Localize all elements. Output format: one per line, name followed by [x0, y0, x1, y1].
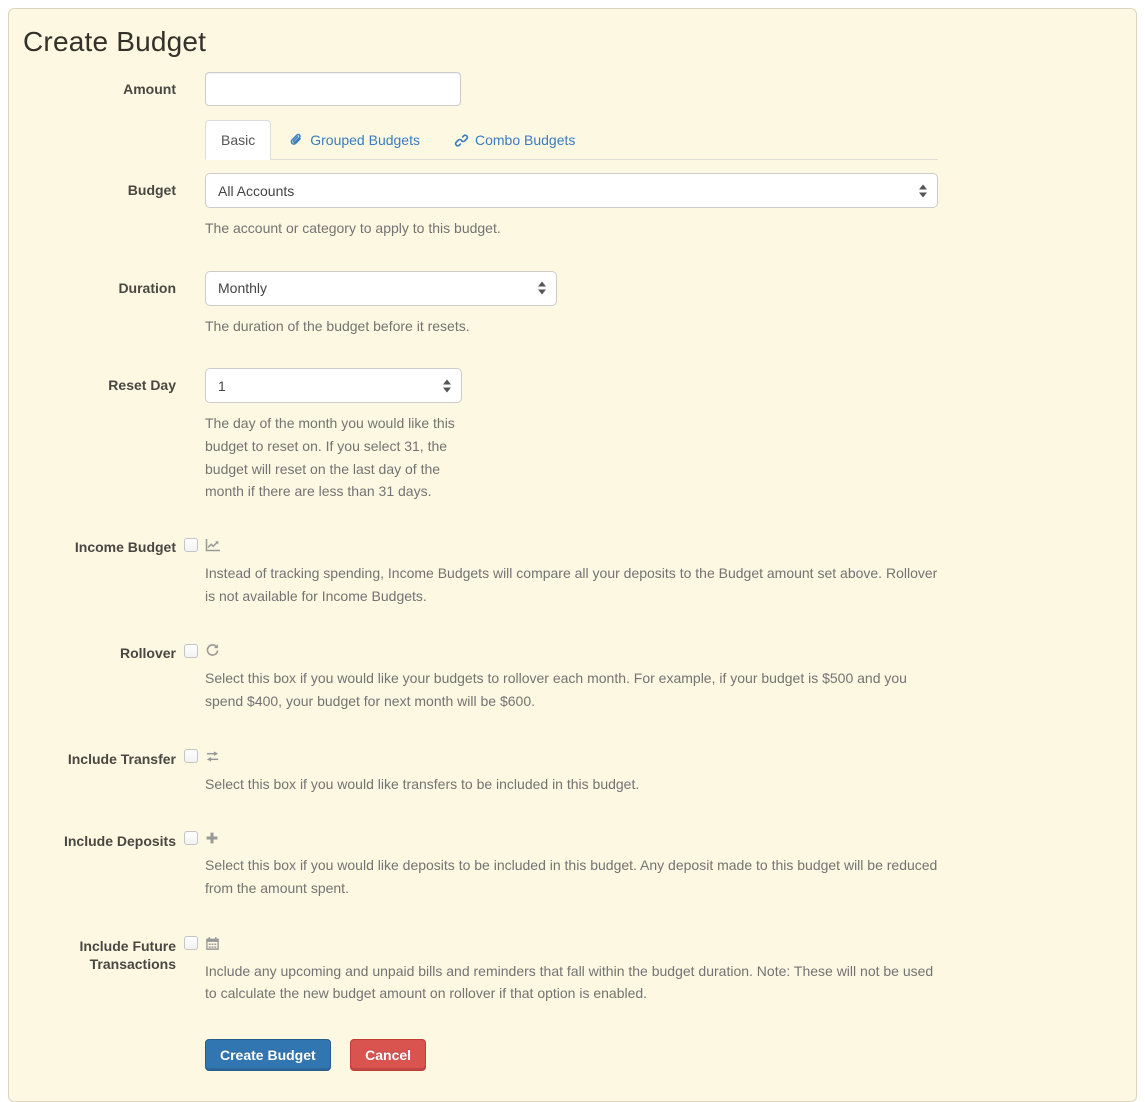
include-future-transactions-help-text: Include any upcoming and unpaid bills an… [205, 962, 934, 1002]
budget-type-tabs: Basic Grouped Budgets Combo Budgets [205, 120, 938, 160]
income-budget-label: Income Budget [74, 539, 176, 556]
reset-day-label: Reset Day [108, 377, 176, 394]
rollover-label: Rollover [119, 645, 176, 662]
include-deposits-checkbox[interactable] [184, 831, 198, 846]
link-icon [454, 133, 469, 148]
tab-grouped-budgets[interactable]: Grouped Budgets [273, 120, 436, 160]
cancel-button[interactable]: Cancel [350, 1039, 427, 1072]
duration-help-text: The duration of the budget before it res… [205, 317, 470, 334]
reset-day-help-text: The day of the month you would like this… [205, 415, 455, 500]
refresh-icon [205, 643, 220, 658]
amount-input[interactable] [205, 72, 461, 106]
reset-day-select[interactable]: 1 [205, 368, 462, 404]
income-budget-checkbox[interactable] [184, 538, 198, 553]
duration-label: Duration [118, 279, 176, 296]
budget-select[interactable]: All Accounts [205, 173, 938, 208]
amount-label: Amount [123, 81, 176, 97]
plus-icon [205, 831, 219, 845]
tab-basic-label: Basic [221, 132, 256, 148]
tab-grouped-budgets-label: Grouped Budgets [310, 132, 420, 148]
duration-select[interactable]: Monthly [205, 270, 557, 306]
include-deposits-help-text: Select this box if you would like deposi… [205, 857, 938, 897]
tab-combo-budgets[interactable]: Combo Budgets [438, 120, 591, 160]
include-transfer-help-text: Select this box if you would like transf… [205, 775, 640, 792]
line-chart-icon [205, 537, 221, 553]
budget-help-text: The account or category to apply to this… [205, 220, 501, 236]
exchange-arrows-icon [205, 749, 220, 764]
include-transfer-label: Include Transfer [67, 750, 176, 767]
budget-label: Budget [127, 182, 176, 198]
include-transfer-checkbox[interactable] [184, 749, 198, 764]
page-title: Create Budget [23, 26, 207, 57]
create-budget-panel: Create Budget Amount Basic Grouped Budge… [8, 8, 1137, 1102]
include-deposits-label: Include Deposits [63, 833, 176, 850]
include-future-transactions-label: Include Future Transactions [79, 937, 176, 972]
income-budget-help-text: Instead of tracking spending, Income Bud… [205, 565, 938, 604]
tab-combo-budgets-label: Combo Budgets [474, 132, 576, 148]
include-future-transactions-checkbox[interactable] [184, 936, 198, 951]
calendar-icon [205, 936, 220, 951]
rollover-help-text: Select this box if you would like your b… [205, 670, 907, 710]
rollover-checkbox[interactable] [184, 643, 198, 658]
tab-basic[interactable]: Basic [205, 120, 272, 160]
create-budget-button[interactable]: Create Budget [205, 1039, 331, 1072]
paperclip-icon [289, 133, 304, 148]
